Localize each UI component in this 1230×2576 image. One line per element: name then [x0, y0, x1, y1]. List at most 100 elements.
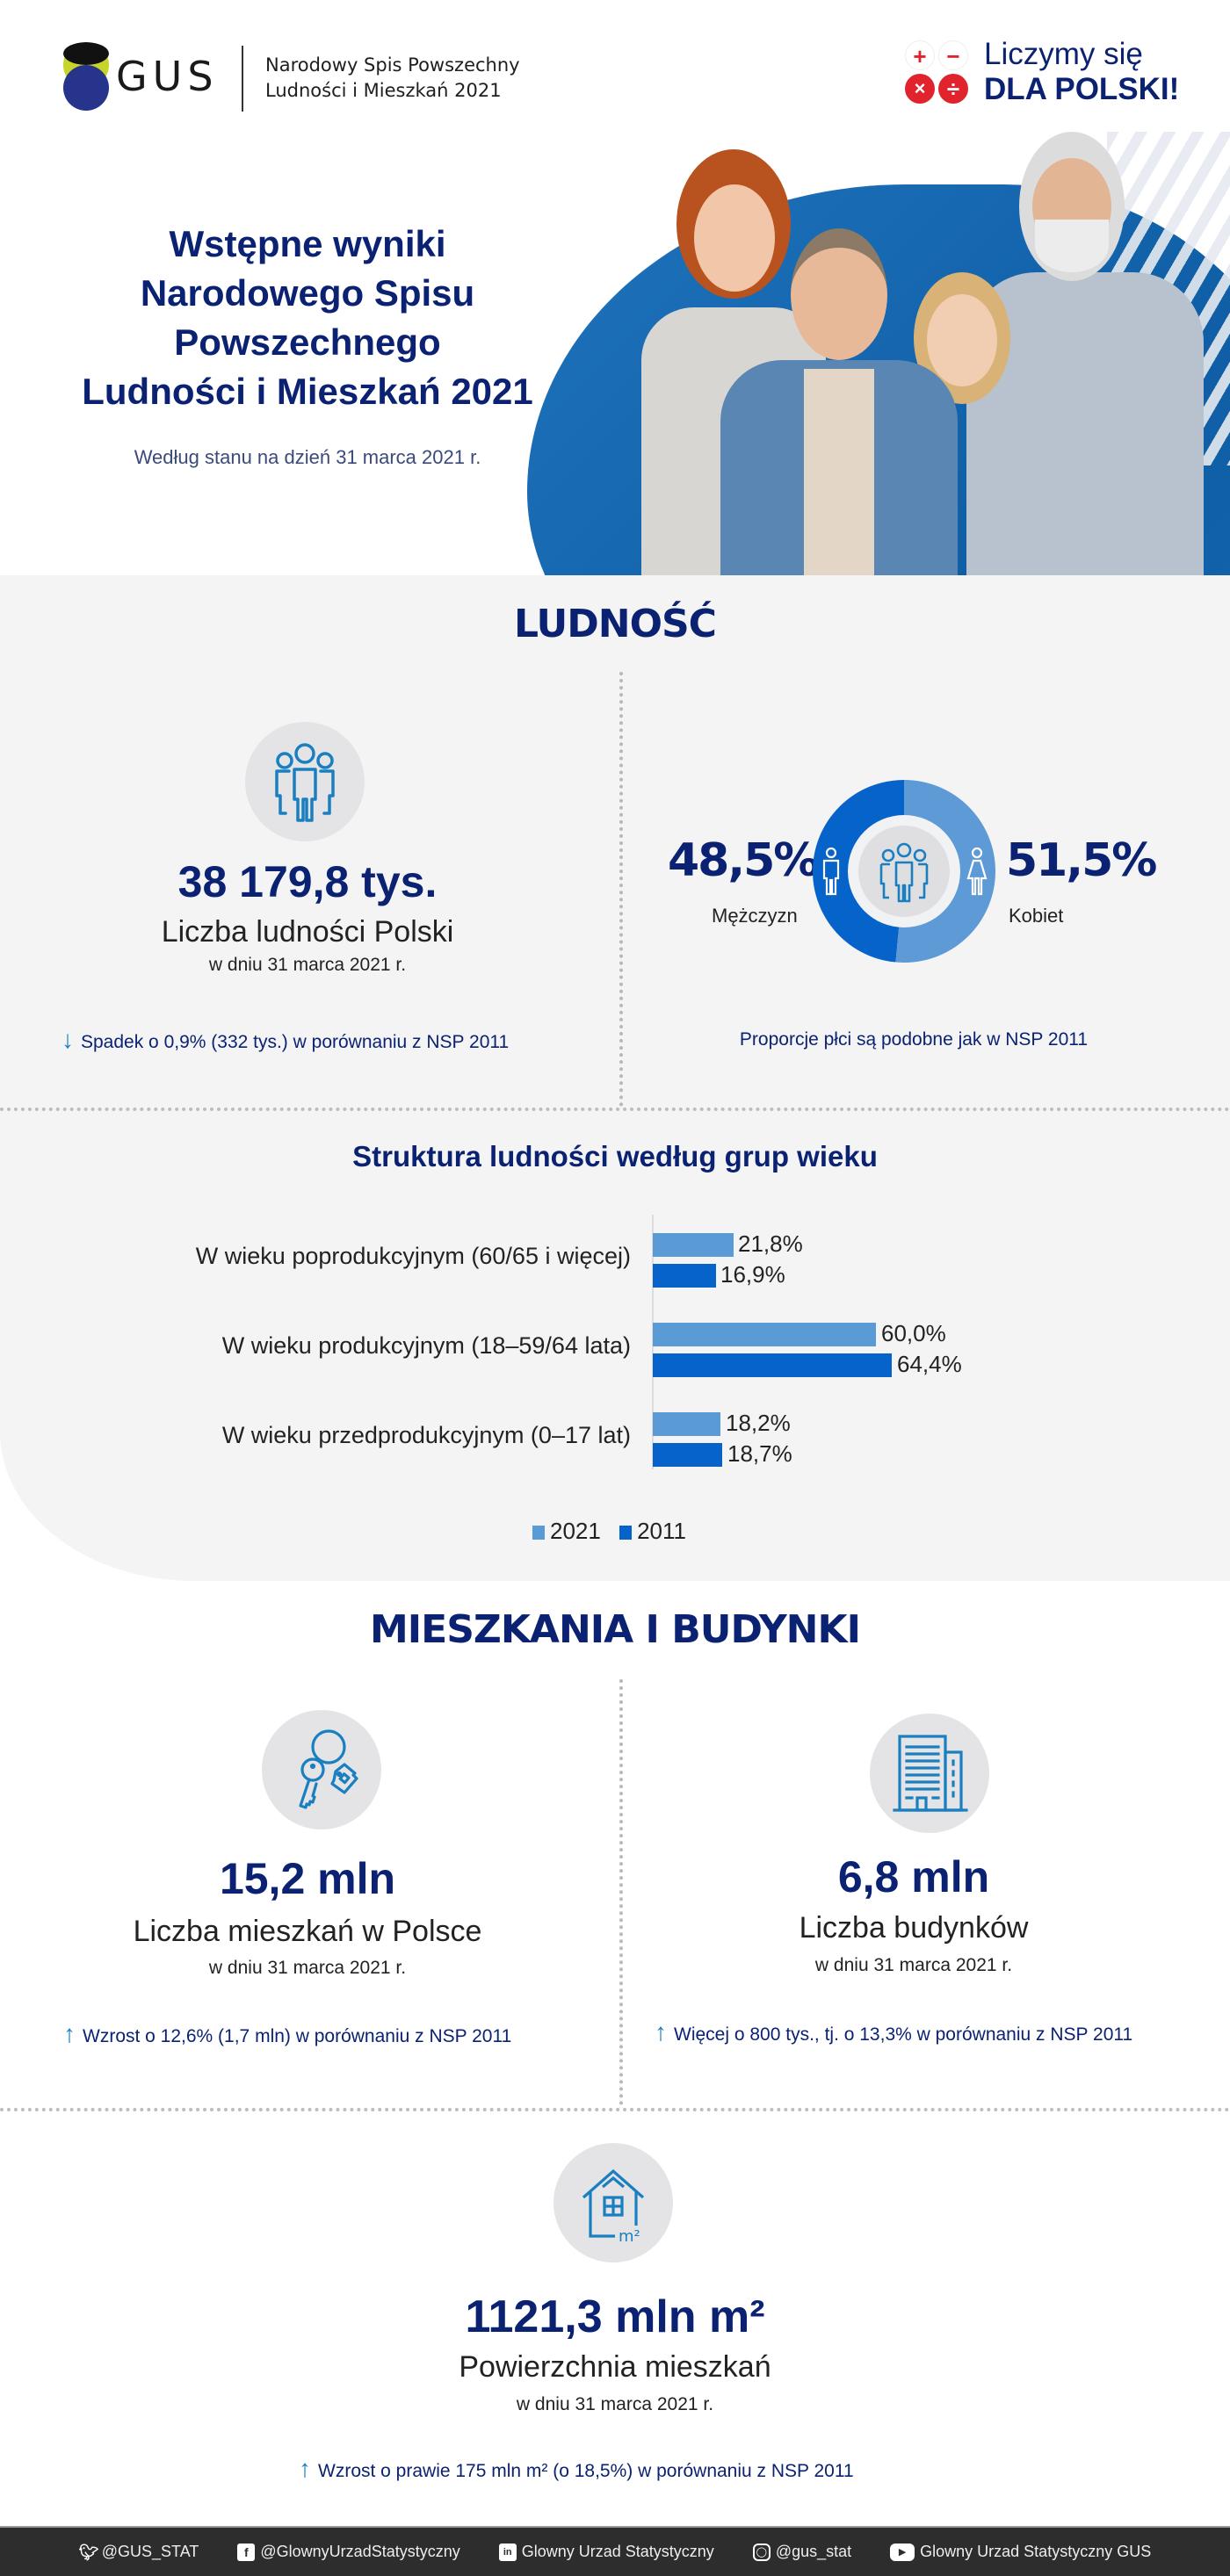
population-value: 38 179,8 tys. — [177, 857, 438, 906]
family-photo — [527, 132, 1230, 575]
social-label: @GlownyUrzadStatystyczny — [260, 2543, 460, 2560]
social-twitter[interactable]: 🐦︎ @GUS_STAT — [79, 2543, 199, 2561]
youtube-icon: ▶ — [890, 2543, 915, 2561]
buildings-date: w dniu 31 marca 2021 r. — [814, 1955, 1013, 1975]
campaign-slogan: + − × ÷ Liczymy się DLA POLSKI! — [905, 37, 1204, 111]
dwellings-change: ↑ Wzrost o 12,6% (1,7 mln) w porównaniu z… — [63, 2020, 590, 2048]
house-m2-icon: m² — [554, 2143, 673, 2262]
svg-text:m²: m² — [619, 2227, 640, 2246]
keys-house-icon — [262, 1710, 381, 1829]
plus-icon: + — [905, 40, 935, 70]
buildings-change: ↑ Więcej o 800 tys., tj. o 13,3% w porówn… — [655, 2018, 1217, 2046]
linkedin-icon: in — [498, 2543, 517, 2561]
section-title-population: LUDNOŚĆ — [514, 602, 717, 646]
dwellings-label: Liczba mieszkań w Polsce — [133, 1915, 482, 1948]
dwellings-value: 15,2 mln — [219, 1854, 396, 1903]
social-label: @gus_stat — [775, 2543, 852, 2560]
bar-value: 64,4% — [897, 1351, 962, 1377]
facebook-icon: f — [237, 2543, 256, 2561]
bar-2021-working — [653, 1323, 876, 1346]
title-line: Wstępne wyniki — [169, 223, 446, 264]
logo-text: GUS — [116, 53, 219, 100]
footer: 🐦︎ @GUS_STAT f @GlownyUrzadStatystyczny … — [0, 2526, 1230, 2576]
people-group-icon — [879, 842, 929, 903]
minus-icon: − — [938, 40, 968, 70]
slogan-line2: DLA POLSKI! — [984, 72, 1180, 106]
gender-note: Proporcje płci są podobne jak w NSP 2011 — [739, 1029, 1089, 1050]
horizontal-divider — [0, 1108, 1230, 1111]
logo-overlap — [63, 42, 109, 65]
bar-value: 16,9% — [720, 1261, 785, 1288]
logo-blue-circle — [63, 65, 109, 111]
arrow-down-icon: ↓ — [62, 1026, 74, 1053]
social-youtube[interactable]: ▶ Glowny Urzad Statystyczny GUS — [890, 2543, 1151, 2561]
slogan-line1: Liczymy się — [984, 37, 1143, 71]
legend-swatch — [619, 1526, 633, 1540]
social-instagram[interactable]: ◯ @gus_stat — [752, 2543, 852, 2561]
vertical-divider — [619, 1679, 623, 2105]
legend-label: 2021 — [550, 1518, 601, 1544]
legend-swatch — [532, 1526, 545, 1540]
social-label: Glowny Urzad Statystyczny GUS — [920, 2543, 1152, 2560]
census-name-line1: Narodowy Spis Powszechny — [265, 54, 520, 76]
women-label: Kobiet — [1009, 905, 1064, 927]
bar-2011-pre-working — [653, 1443, 722, 1467]
arrow-up-icon: ↑ — [299, 2455, 311, 2482]
chart-legend: 2021 2011 — [532, 1518, 698, 1545]
vertical-divider — [619, 672, 623, 1107]
category-label: W wieku przedprodukcyjnym (0–17 lat) — [221, 1422, 631, 1448]
title-line: Narodowego Spisu — [140, 272, 475, 314]
legend-label: 2011 — [637, 1518, 686, 1544]
divide-icon: ÷ — [938, 74, 968, 104]
chart-title: Struktura ludności według grup wieku — [352, 1140, 878, 1173]
header: GUS Narodowy Spis Powszechny Ludności i … — [0, 0, 1230, 141]
page-title: Wstępne wyniki Narodowego Spisu Powszech… — [53, 220, 562, 416]
women-percentage: 51,5% — [1006, 834, 1157, 887]
population-label: Liczba ludności Polski — [161, 915, 454, 949]
times-icon: × — [905, 74, 935, 104]
bar-2021-pre-working — [653, 1412, 720, 1436]
population-change-text: Spadek o 0,9% (332 tys.) w porównaniu z … — [81, 1032, 510, 1052]
man-figure — [720, 228, 958, 575]
dwellings-change-text: Wzrost o 12,6% (1,7 mln) w porównaniu z … — [83, 2026, 512, 2046]
gender-donut-chart — [813, 780, 995, 963]
bar-2011-working — [653, 1353, 892, 1377]
census-name: Narodowy Spis Powszechny Ludności i Mies… — [265, 53, 520, 104]
population-section — [0, 575, 1230, 1581]
men-label: Mężczyzn — [712, 905, 798, 927]
twitter-icon: 🐦︎ — [78, 2543, 99, 2561]
instagram-icon: ◯ — [752, 2543, 771, 2561]
horizontal-divider — [0, 2108, 1230, 2111]
building-icon — [870, 1714, 989, 1833]
social-label: Glowny Urzad Statystyczny — [521, 2543, 714, 2560]
bar-value: 21,8% — [738, 1230, 803, 1257]
buildings-value: 6,8 mln — [837, 1852, 990, 1901]
population-change: ↓ Spadek o 0,9% (332 tys.) w porównaniu z… — [62, 1026, 571, 1054]
category-label: W wieku poprodukcyjnym (60/65 i więcej) — [195, 1243, 631, 1269]
bar-2021-post-working — [653, 1233, 734, 1257]
area-label: Powierzchnia mieszkań — [459, 2350, 771, 2384]
social-linkedin[interactable]: in Glowny Urzad Statystyczny — [498, 2543, 714, 2561]
donut-hole — [848, 815, 960, 927]
population-date: w dniu 31 marca 2021 r. — [208, 955, 407, 975]
category-label: W wieku produkcyjnym (18–59/64 lata) — [221, 1332, 631, 1359]
legend-item-2021: 2021 — [532, 1518, 601, 1545]
social-facebook[interactable]: f @GlownyUrzadStatystyczny — [237, 2543, 460, 2561]
header-divider — [242, 46, 243, 112]
social-links: 🐦︎ @GUS_STAT f @GlownyUrzadStatystyczny … — [0, 2528, 1230, 2576]
legend-item-2011: 2011 — [619, 1518, 686, 1545]
section-title-housing: MIESZKANIA I BUDYNKI — [370, 1607, 861, 1652]
gus-logo[interactable]: GUS — [63, 42, 230, 112]
buildings-change-text: Więcej o 800 tys., tj. o 13,3% w porówna… — [674, 2024, 1133, 2045]
title-line: Powszechnego — [174, 321, 441, 363]
bar-value: 60,0% — [881, 1320, 946, 1346]
dwellings-date: w dniu 31 marca 2021 r. — [208, 1958, 407, 1978]
social-label: @GUS_STAT — [101, 2543, 199, 2560]
bar-2011-post-working — [653, 1264, 716, 1288]
area-date: w dniu 31 marca 2021 r. — [516, 2394, 714, 2414]
reference-date: Według stanu na dzień 31 marca 2021 r. — [134, 446, 481, 468]
bar-value: 18,2% — [726, 1410, 791, 1436]
bar-value: 18,7% — [727, 1440, 792, 1467]
female-icon — [966, 847, 988, 896]
census-name-line2: Ludności i Mieszkań 2021 — [265, 80, 502, 101]
